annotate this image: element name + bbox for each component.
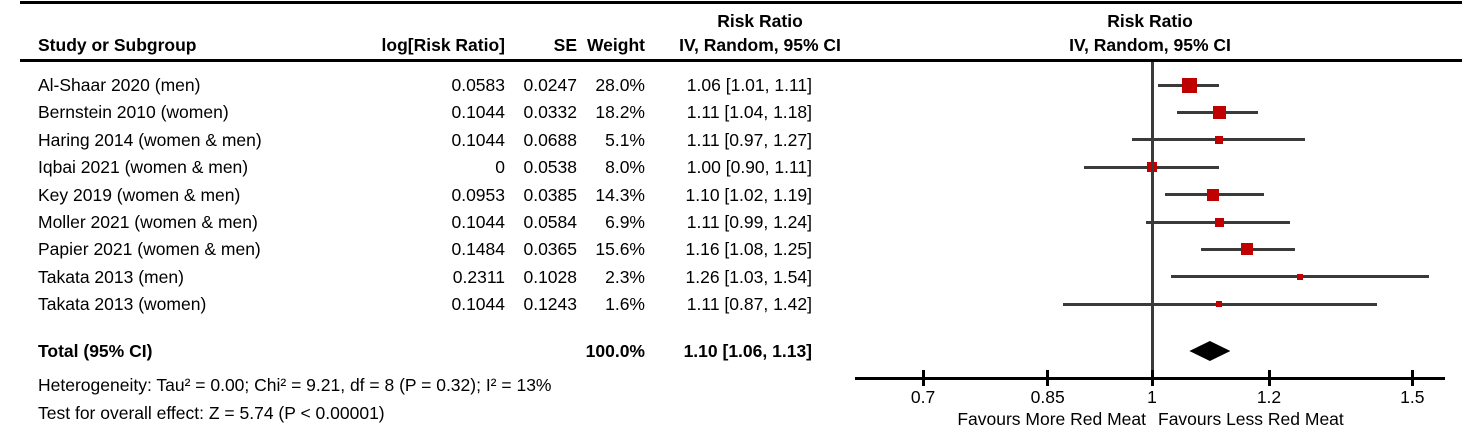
effect-square: [1216, 301, 1222, 308]
study-ci-text: 1.06 [1.01, 1.11]: [686, 75, 812, 95]
column-header-weight: Weight: [586, 35, 645, 55]
study-weight: 14.3%: [595, 184, 645, 205]
study-ci-text: 1.26 [1.03, 1.54]: [685, 266, 813, 287]
overall-effect-text: Test for overall effect: Z = 5.74 (P < 0…: [38, 403, 385, 423]
total-ci-text: 1.10 [1.06, 1.13]: [683, 341, 812, 361]
effect-square: [1212, 105, 1226, 119]
study-weight: 15.6%: [595, 239, 645, 260]
x-axis-tick-label: 1.5: [1400, 387, 1425, 407]
study-log-rr: 0: [495, 157, 505, 178]
top-rule: [20, 1, 1462, 4]
study-se: 0.1243: [523, 294, 577, 315]
study-se: 0.0332: [523, 102, 577, 123]
study-weight: 8.0%: [605, 157, 645, 178]
column-header-log-risk-ratio: log[Risk Ratio]: [381, 35, 505, 55]
x-axis-tick: [1410, 370, 1414, 386]
study-se: 0.0538: [523, 157, 577, 178]
study-weight: 28.0%: [595, 75, 645, 95]
x-axis-tick-label: 0.7: [910, 387, 936, 407]
study-ci-text: 1.10 [1.02, 1.19]: [685, 184, 813, 205]
heterogeneity-text: Heterogeneity: Tau² = 0.00; Chi² = 9.21,…: [38, 375, 552, 395]
study-ci-text: 1.11 [0.87, 1.42]: [686, 294, 812, 315]
study-name: Key 2019 (women & men): [38, 184, 241, 205]
study-se: 0.0385: [523, 184, 577, 205]
effect-square: [1214, 217, 1224, 227]
x-axis-tick: [921, 370, 925, 386]
study-weight: 18.2%: [595, 102, 645, 123]
study-ci-text: 1.11 [0.99, 1.24]: [686, 212, 812, 232]
header-rule: [20, 59, 1462, 62]
study-log-rr: 0.0953: [451, 184, 505, 205]
total-weight: 100.0%: [585, 341, 645, 361]
study-weight: 6.9%: [605, 212, 645, 232]
column-header-se: SE: [553, 35, 577, 55]
effect-square: [1241, 243, 1254, 256]
study-log-rr: 0.1044: [451, 294, 505, 315]
study-log-rr: 0.1044: [451, 212, 505, 232]
study-log-rr: 0.0583: [451, 75, 505, 95]
effect-square: [1181, 77, 1197, 93]
study-name: Papier 2021 (women & men): [38, 239, 261, 260]
study-ci-text: 1.11 [1.04, 1.18]: [686, 102, 812, 123]
study-name: Iqbai 2021 (women & men): [38, 157, 249, 178]
study-log-rr: 0.1044: [451, 102, 505, 123]
effect-square: [1297, 273, 1304, 280]
study-weight: 1.6%: [605, 294, 645, 315]
study-ci-text: 1.00 [0.90, 1.11]: [686, 157, 812, 178]
study-se: 0.0688: [523, 129, 577, 150]
x-axis-tick: [1150, 370, 1154, 386]
study-ci-text: 1.11 [0.97, 1.27]: [686, 129, 812, 150]
favours-left-label: Favours More Red Meat: [957, 409, 1146, 429]
x-axis-tick-label: 0.85: [1030, 387, 1065, 407]
study-name: Takata 2013 (men): [38, 266, 184, 287]
study-weight: 2.3%: [605, 266, 645, 287]
plot-header-line1: Risk Ratio: [1107, 11, 1193, 31]
study-se: 0.0247: [523, 75, 577, 95]
x-axis-tick-label: 1: [1147, 387, 1157, 407]
x-axis-tick: [1267, 370, 1271, 386]
plot-header-line2: IV, Random, 95% CI: [1069, 35, 1231, 55]
effect-square: [1215, 135, 1223, 144]
x-axis-line: [855, 377, 1445, 380]
study-name: Moller 2021 (women & men): [38, 212, 258, 232]
x-axis-tick-label: 1.2: [1256, 387, 1282, 407]
study-se: 0.0584: [523, 212, 577, 232]
study-name: Haring 2014 (women & men): [38, 129, 262, 150]
study-log-rr: 0.1044: [451, 129, 505, 150]
total-diamond: [1189, 341, 1231, 361]
no-effect-line: [1150, 62, 1154, 378]
study-se: 0.0365: [523, 239, 577, 260]
study-log-rr: 0.1484: [451, 239, 505, 260]
study-name: Bernstein 2010 (women): [38, 102, 229, 123]
favours-right-label: Favours Less Red Meat: [1158, 409, 1344, 429]
study-se: 0.1028: [523, 266, 577, 287]
study-ci-text: 1.16 [1.08, 1.25]: [685, 239, 813, 260]
study-weight: 5.1%: [605, 129, 645, 150]
effect-square: [1207, 188, 1220, 201]
column-header-ci-line2: IV, Random, 95% CI: [679, 35, 841, 55]
x-axis-tick: [1046, 370, 1050, 386]
study-log-rr: 0.2311: [452, 266, 505, 287]
total-label: Total (95% CI): [38, 341, 153, 361]
study-name: Takata 2013 (women): [38, 294, 207, 315]
column-header-ci-line1: Risk Ratio: [717, 11, 803, 31]
column-header-study: Study or Subgroup: [38, 35, 197, 55]
study-name: Al-Shaar 2020 (men): [38, 75, 201, 95]
